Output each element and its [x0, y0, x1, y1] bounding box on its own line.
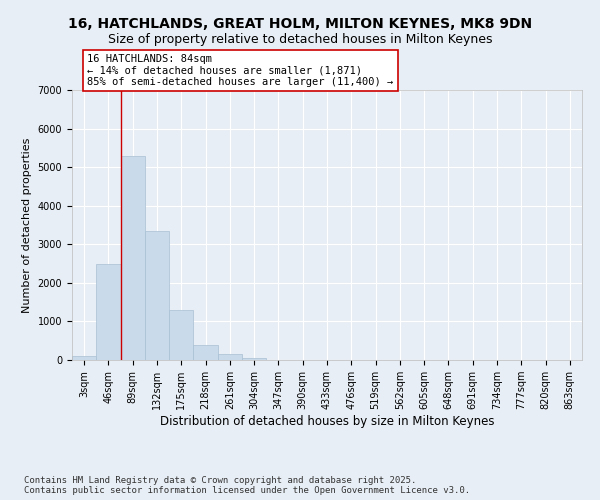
Bar — [193, 346, 218, 360]
Bar — [121, 156, 145, 360]
Text: 16 HATCHLANDS: 84sqm
← 14% of detached houses are smaller (1,871)
85% of semi-de: 16 HATCHLANDS: 84sqm ← 14% of detached h… — [88, 54, 394, 88]
Text: Contains HM Land Registry data © Crown copyright and database right 2025.
Contai: Contains HM Land Registry data © Crown c… — [24, 476, 470, 495]
Bar — [145, 231, 169, 360]
Text: 16, HATCHLANDS, GREAT HOLM, MILTON KEYNES, MK8 9DN: 16, HATCHLANDS, GREAT HOLM, MILTON KEYNE… — [68, 18, 532, 32]
Bar — [169, 310, 193, 360]
Bar — [96, 264, 121, 360]
Bar — [218, 354, 242, 360]
X-axis label: Distribution of detached houses by size in Milton Keynes: Distribution of detached houses by size … — [160, 415, 494, 428]
Text: Size of property relative to detached houses in Milton Keynes: Size of property relative to detached ho… — [108, 32, 492, 46]
Bar — [242, 358, 266, 360]
Bar — [72, 356, 96, 360]
Y-axis label: Number of detached properties: Number of detached properties — [22, 138, 32, 312]
